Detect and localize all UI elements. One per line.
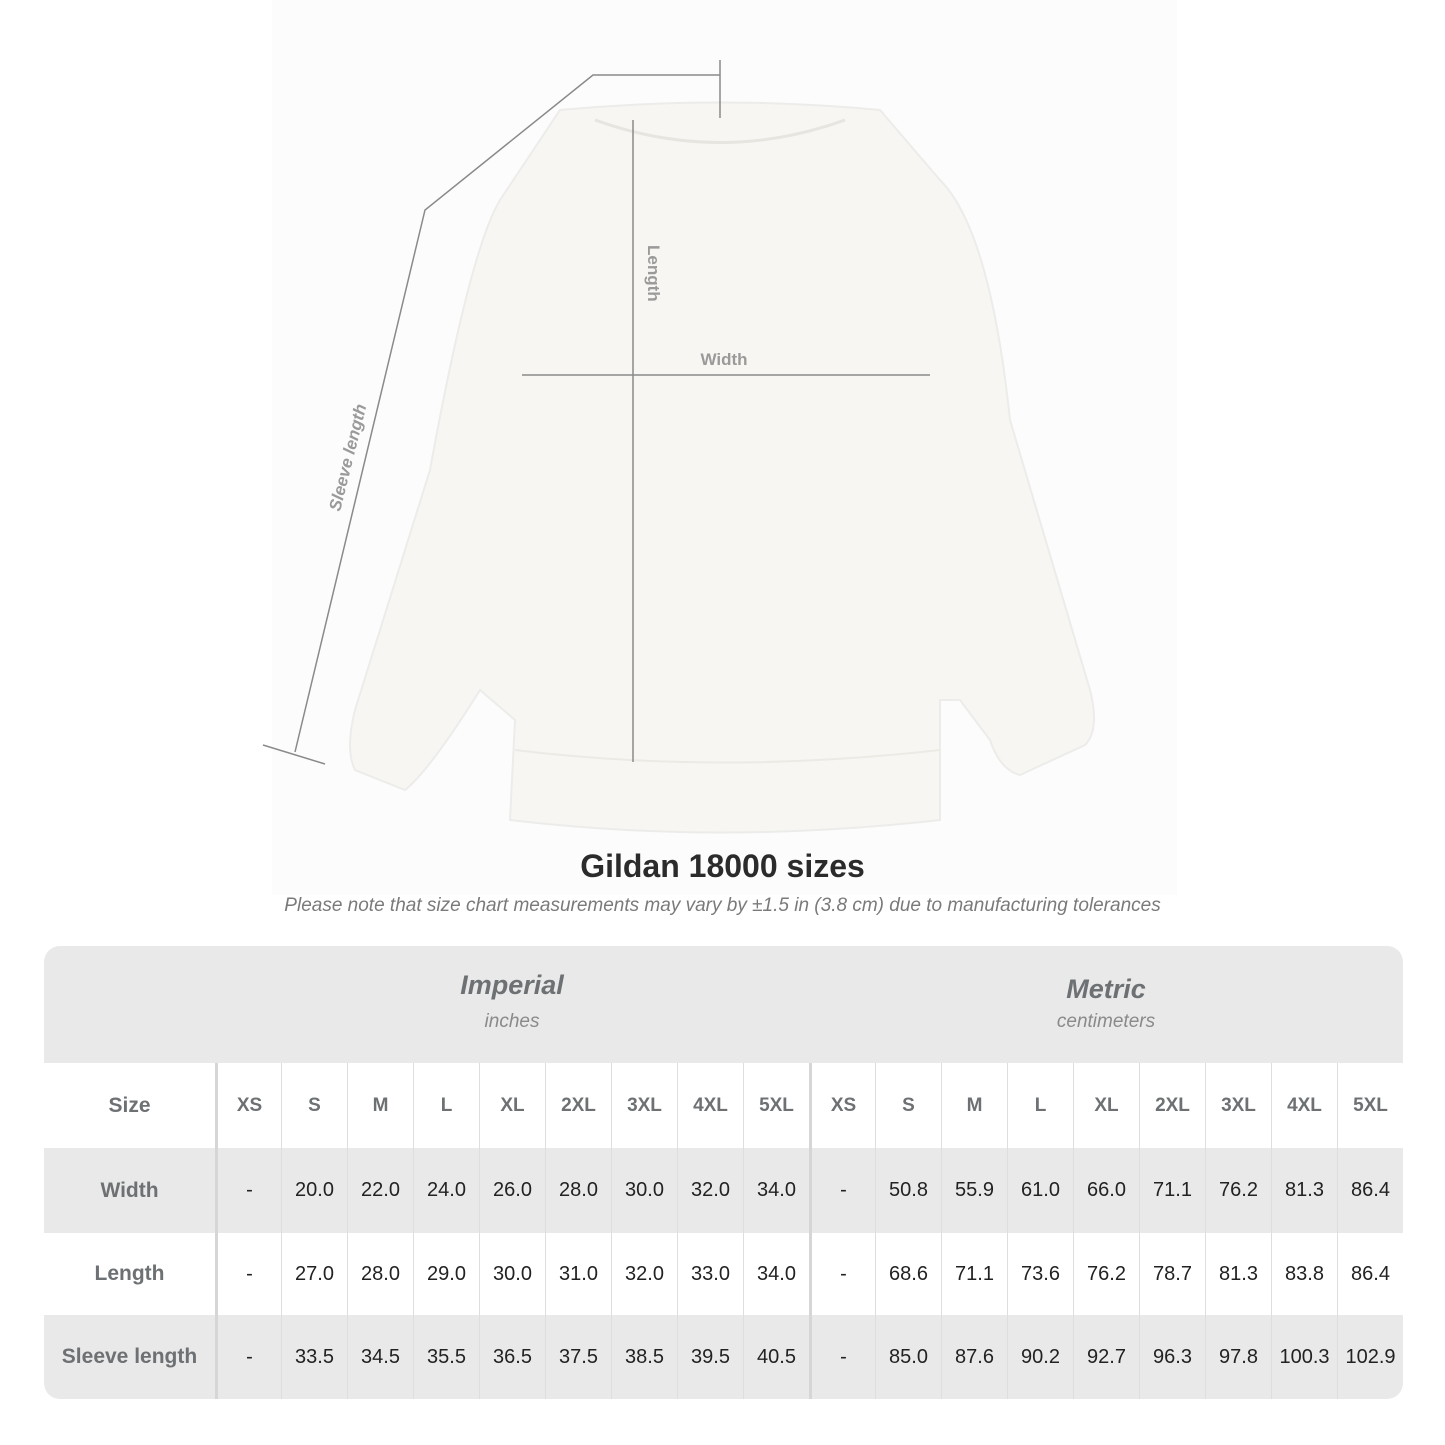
imperial-value-cell: 28.0 bbox=[347, 1233, 413, 1315]
metric-value-cell: 100.3 bbox=[1271, 1315, 1337, 1399]
imperial-value-cell: 32.0 bbox=[677, 1148, 743, 1233]
metric-value-cell: 96.3 bbox=[1139, 1315, 1205, 1399]
metric-value-cell: 71.1 bbox=[941, 1233, 1007, 1315]
metric-value-cell: - bbox=[809, 1148, 875, 1233]
row-label: Sleeve length bbox=[61, 1345, 198, 1368]
metric-value-cell: 83.8 bbox=[1271, 1233, 1337, 1315]
imperial-unit: inches bbox=[484, 1011, 540, 1032]
metric-value-cell: 81.3 bbox=[1271, 1148, 1337, 1233]
imperial-group-header: Imperial inches bbox=[215, 946, 809, 1063]
imperial-value-cell: - bbox=[215, 1148, 281, 1233]
table-row: Sleeve length -33.5 34.5 35.5 36.5 37.5 38.5 39… bbox=[44, 1315, 1403, 1399]
imperial-value-cell: - bbox=[215, 1315, 281, 1399]
imperial-value-cell: 34.0 bbox=[743, 1148, 809, 1233]
metric-heading: Metric bbox=[1066, 974, 1146, 1004]
metric-value-cell: 73.6 bbox=[1007, 1233, 1073, 1315]
metric-value-cell: 78.7 bbox=[1139, 1233, 1205, 1315]
metric-unit: centimeters bbox=[1056, 1011, 1156, 1032]
imperial-value-cell: 32.0 bbox=[611, 1233, 677, 1315]
size-column-header: XS bbox=[215, 1063, 281, 1148]
imperial-heading: Imperial bbox=[460, 970, 564, 1000]
metric-value-cell: 76.2 bbox=[1073, 1233, 1139, 1315]
metric-value-cell: 55.9 bbox=[941, 1148, 1007, 1233]
imperial-value-cell: 39.5 bbox=[677, 1315, 743, 1399]
imperial-value-cell: 24.0 bbox=[413, 1148, 479, 1233]
size-column-header: L bbox=[413, 1063, 479, 1148]
metric-value-cell: 92.7 bbox=[1073, 1315, 1139, 1399]
size-column-header: 5XL bbox=[1337, 1063, 1403, 1148]
metric-value-cell: - bbox=[809, 1315, 875, 1399]
size-column-header: XL bbox=[1073, 1063, 1139, 1148]
size-header-row: Size XS S M L XL 2XL 3XL 4XL 5XL XS S M L XL 2XL 3XL 4XL 5… bbox=[44, 1063, 1403, 1148]
metric-value-cell: 86.4 bbox=[1337, 1148, 1403, 1233]
metric-group-header: Metric centimeters bbox=[809, 946, 1403, 1063]
size-column-header: M bbox=[941, 1063, 1007, 1148]
metric-value-cell: 86.4 bbox=[1337, 1233, 1403, 1315]
imperial-value-cell: 34.5 bbox=[347, 1315, 413, 1399]
size-column-header: S bbox=[281, 1063, 347, 1148]
imperial-value-cell: 35.5 bbox=[413, 1315, 479, 1399]
measurement-lines bbox=[262, 60, 930, 765]
imperial-value-cell: 31.0 bbox=[545, 1233, 611, 1315]
imperial-value-cell: 37.5 bbox=[545, 1315, 611, 1399]
metric-value-cell: 85.0 bbox=[875, 1315, 941, 1399]
imperial-value-cell: 27.0 bbox=[281, 1233, 347, 1315]
size-column-header: 3XL bbox=[1205, 1063, 1271, 1148]
table-row: Width -20.0 22.0 24.0 26.0 28.0 30.0 32.0 34.0-5… bbox=[44, 1148, 1403, 1233]
tolerance-note: Please note that size chart measurements… bbox=[284, 895, 1161, 916]
imperial-value-cell: 22.0 bbox=[347, 1148, 413, 1233]
length-label: Length bbox=[644, 245, 663, 302]
size-column-header: M bbox=[347, 1063, 413, 1148]
imperial-value-cell: 26.0 bbox=[479, 1148, 545, 1233]
imperial-value-cell: 30.0 bbox=[479, 1233, 545, 1315]
metric-value-cell: 102.9 bbox=[1337, 1315, 1403, 1399]
imperial-value-cell: 20.0 bbox=[281, 1148, 347, 1233]
size-column-header: S bbox=[875, 1063, 941, 1148]
row-label: Width bbox=[100, 1178, 159, 1202]
row-label: Length bbox=[94, 1262, 165, 1285]
metric-value-cell: 90.2 bbox=[1007, 1315, 1073, 1399]
metric-value-cell: 68.6 bbox=[875, 1233, 941, 1315]
imperial-value-cell: 33.5 bbox=[281, 1315, 347, 1399]
sweatshirt-diagram: Length Width Sleeve length bbox=[262, 60, 1095, 834]
size-column-header: 2XL bbox=[545, 1063, 611, 1148]
size-column-header: XL bbox=[479, 1063, 545, 1148]
table-row: Length -27.0 28.0 29.0 30.0 31.0 32.0 33.0 34.0-… bbox=[44, 1233, 1403, 1315]
size-column-header: XS bbox=[809, 1063, 875, 1148]
sweatshirt-image bbox=[349, 101, 1095, 834]
metric-value-cell: 71.1 bbox=[1139, 1148, 1205, 1233]
imperial-value-cell: 34.0 bbox=[743, 1233, 809, 1315]
size-column-header: L bbox=[1007, 1063, 1073, 1148]
metric-value-cell: 76.2 bbox=[1205, 1148, 1271, 1233]
table-header-band bbox=[44, 946, 1403, 1063]
imperial-value-cell: 36.5 bbox=[479, 1315, 545, 1399]
metric-value-cell: 61.0 bbox=[1007, 1148, 1073, 1233]
metric-value-cell: - bbox=[809, 1233, 875, 1315]
size-column-header: 5XL bbox=[743, 1063, 809, 1148]
imperial-value-cell: - bbox=[215, 1233, 281, 1315]
metric-value-cell: 66.0 bbox=[1073, 1148, 1139, 1233]
width-label: Width bbox=[700, 350, 747, 369]
imperial-value-cell: 40.5 bbox=[743, 1315, 809, 1399]
metric-value-cell: 50.8 bbox=[875, 1148, 941, 1233]
size-column-header: 2XL bbox=[1139, 1063, 1205, 1148]
imperial-value-cell: 28.0 bbox=[545, 1148, 611, 1233]
metric-value-cell: 81.3 bbox=[1205, 1233, 1271, 1315]
size-column-header: 4XL bbox=[1271, 1063, 1337, 1148]
imperial-value-cell: 33.0 bbox=[677, 1233, 743, 1315]
size-column-header: 4XL bbox=[677, 1063, 743, 1148]
size-table: Imperial inches Metric centimeters Size X… bbox=[44, 946, 1403, 1399]
page-title: Gildan 18000 sizes bbox=[580, 848, 865, 884]
imperial-value-cell: 29.0 bbox=[413, 1233, 479, 1315]
size-column-header: 3XL bbox=[611, 1063, 677, 1148]
metric-value-cell: 97.8 bbox=[1205, 1315, 1271, 1399]
metric-value-cell: 87.6 bbox=[941, 1315, 1007, 1399]
imperial-value-cell: 30.0 bbox=[611, 1148, 677, 1233]
sleeve-arrow bbox=[294, 74, 720, 753]
row-label: Size bbox=[108, 1093, 151, 1117]
imperial-value-cell: 38.5 bbox=[611, 1315, 677, 1399]
